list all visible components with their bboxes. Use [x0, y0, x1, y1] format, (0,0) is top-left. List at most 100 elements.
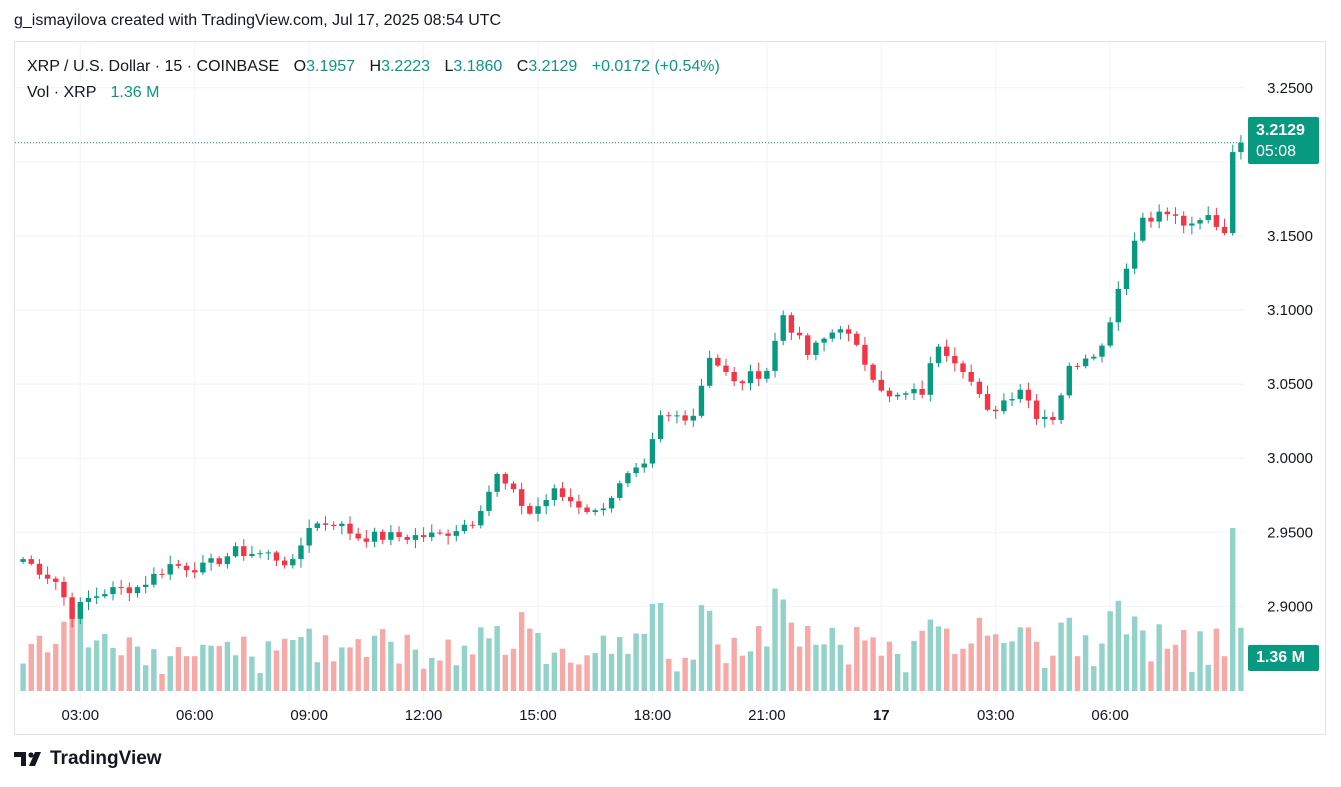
legend-vol-value: 1.36 M	[110, 84, 160, 101]
volume-bar	[1074, 656, 1081, 691]
candle-body	[1230, 152, 1236, 234]
candle-body	[224, 556, 231, 565]
legend-c-label: C	[516, 58, 529, 75]
volume-bar	[755, 626, 762, 691]
candle-body	[625, 473, 631, 484]
volume-bar	[780, 599, 786, 691]
candle	[976, 378, 983, 398]
volume-bar	[151, 649, 157, 691]
candle-body	[167, 564, 173, 575]
volume-bar	[568, 662, 574, 691]
candle-body	[126, 587, 133, 594]
volume-bar	[363, 657, 370, 691]
volume-bar	[1230, 528, 1236, 691]
candle-body	[1131, 240, 1138, 269]
volume-bar	[445, 639, 451, 691]
candle-body	[600, 508, 607, 511]
x-tick-label: 09:00	[290, 707, 328, 724]
volume-bar	[44, 652, 51, 691]
legend-h-label: H	[369, 58, 382, 75]
volume-bar	[216, 646, 222, 691]
candle	[281, 556, 288, 569]
candle-body	[911, 389, 917, 394]
candle-body	[1197, 220, 1203, 224]
footer-brand[interactable]: TradingView	[14, 748, 162, 770]
volume-bar	[200, 644, 206, 691]
volume-bar	[486, 638, 492, 691]
volume-bar	[61, 621, 67, 691]
candle-body	[698, 385, 705, 416]
volume-bar	[657, 602, 664, 691]
volume-bar	[527, 628, 533, 691]
y-tick-label: 2.9500	[1267, 524, 1313, 541]
volume-bar	[1140, 630, 1146, 691]
candle	[837, 326, 844, 340]
candle	[862, 336, 868, 372]
candle-body	[232, 546, 239, 557]
y-tick-label: 3.1000	[1267, 302, 1313, 319]
volume-bar	[625, 653, 631, 691]
candle	[1066, 362, 1072, 399]
x-tick-label: 21:00	[748, 707, 786, 724]
candle	[20, 557, 26, 564]
candle-body	[339, 523, 345, 527]
candle-body	[862, 344, 868, 365]
candle-body	[118, 587, 124, 589]
candle-body	[265, 552, 271, 554]
volume-bar	[543, 663, 549, 691]
volume-bar	[355, 639, 361, 691]
volume-bar	[747, 651, 754, 691]
candle-body	[952, 355, 958, 364]
candle	[911, 383, 917, 400]
candle	[142, 575, 149, 594]
legend-vol-label: Vol · XRP	[27, 84, 97, 101]
candle	[151, 567, 157, 588]
volume-bar	[85, 647, 92, 691]
candle	[854, 331, 860, 347]
volume-bar	[371, 635, 378, 691]
volume-bar	[1001, 643, 1007, 691]
candle-body	[1123, 268, 1130, 289]
candle	[1033, 394, 1040, 425]
volume-bar	[1213, 628, 1220, 691]
candle	[1099, 343, 1105, 363]
volume-bar	[265, 641, 271, 691]
candle-body	[1238, 142, 1244, 153]
candle-body	[870, 364, 876, 380]
candle-body	[641, 463, 647, 468]
candle	[706, 350, 713, 388]
candle-body	[257, 553, 263, 555]
candle-body	[927, 363, 934, 395]
x-tick-label: 17	[873, 707, 890, 724]
volume-bar	[339, 647, 345, 691]
candle	[1009, 392, 1015, 407]
volume-bar	[788, 622, 795, 691]
volume-bar	[1009, 641, 1015, 691]
candle	[625, 470, 631, 488]
candle-body	[1181, 215, 1187, 226]
y-tick-label: 3.1500	[1267, 228, 1313, 245]
candle-body	[404, 537, 410, 540]
candle-body	[1099, 345, 1105, 357]
candle-body	[494, 473, 500, 492]
volume-bar	[600, 635, 607, 691]
volume-bar	[77, 618, 83, 691]
candle	[44, 566, 51, 584]
volume-bar	[420, 668, 427, 691]
candle	[314, 521, 321, 532]
volume-bar	[666, 658, 672, 691]
candle-body	[747, 371, 754, 384]
volume-bar	[551, 652, 558, 691]
volume-bar	[380, 629, 386, 691]
candle-body	[1082, 358, 1089, 367]
chart-frame[interactable]	[14, 41, 1326, 735]
candle	[420, 527, 427, 542]
candle	[1058, 392, 1064, 425]
volume-bar	[437, 660, 443, 691]
volume-bar	[314, 662, 321, 691]
candle	[788, 312, 795, 341]
candle	[355, 527, 361, 542]
volume-bar	[298, 636, 304, 691]
candle	[674, 410, 680, 424]
